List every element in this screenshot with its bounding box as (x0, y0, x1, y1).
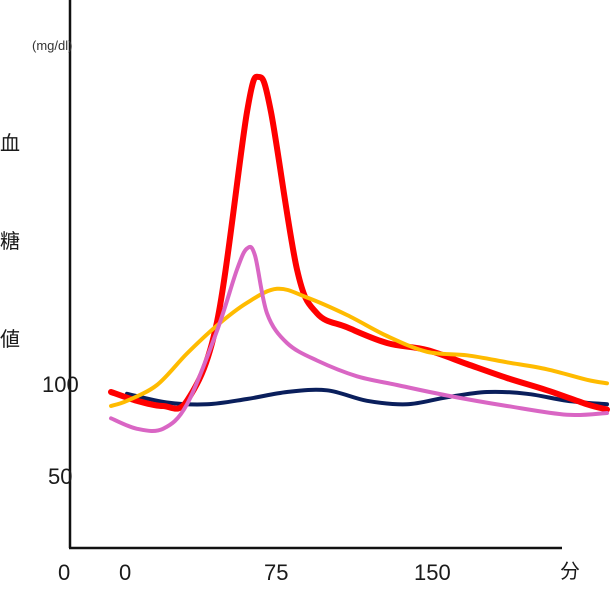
series-line-4 (109, 244, 609, 434)
series-line-3 (109, 286, 609, 408)
y-axis-label-char-1: 血 (0, 131, 20, 155)
y-unit-label: (mg/dl) (32, 38, 72, 53)
x-tick-label-0: 0 (119, 560, 131, 585)
y-axis-label-char-2: 糖 (0, 229, 20, 253)
series-layer (108, 73, 610, 434)
x-axis-unit: 分 (560, 559, 580, 583)
y-tick-label-100: 100 (42, 372, 79, 397)
series-line-1 (125, 387, 609, 407)
series-line-2 (108, 73, 610, 413)
y-tick-label-50: 50 (48, 464, 72, 489)
x-tick-label-150: 150 (414, 560, 451, 585)
y-axis-label-char-3: 値 (0, 327, 20, 351)
x-tick-label-origin: 0 (58, 560, 70, 585)
x-tick-label-75: 75 (264, 560, 288, 585)
